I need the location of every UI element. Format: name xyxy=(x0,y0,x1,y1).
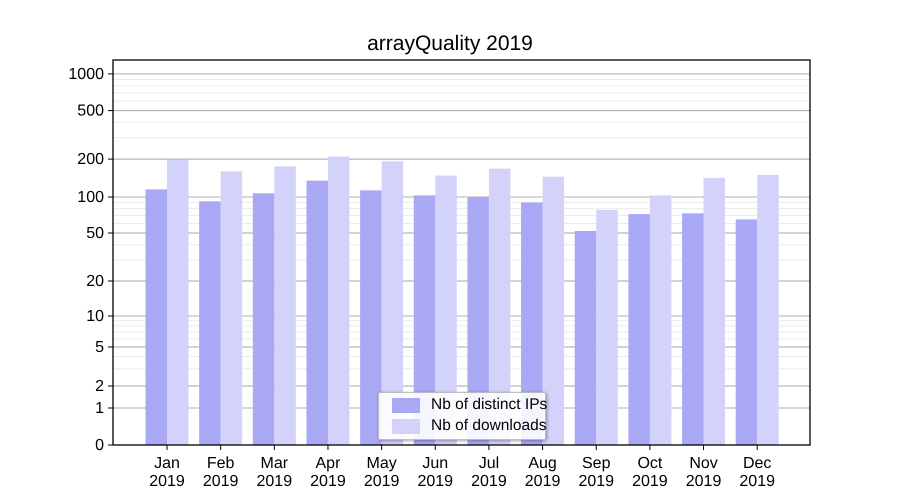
svg-text:2019: 2019 xyxy=(471,473,507,490)
svg-text:2: 2 xyxy=(95,378,104,395)
svg-text:2019: 2019 xyxy=(578,473,614,490)
svg-text:2019: 2019 xyxy=(257,473,293,490)
svg-text:Nov: Nov xyxy=(689,455,717,472)
svg-text:May: May xyxy=(367,455,397,472)
svg-text:50: 50 xyxy=(86,225,104,242)
svg-text:1000: 1000 xyxy=(68,66,104,83)
svg-text:Oct: Oct xyxy=(637,455,662,472)
svg-text:Jun: Jun xyxy=(422,455,448,472)
svg-text:Aug: Aug xyxy=(528,455,556,472)
svg-text:5: 5 xyxy=(95,339,104,356)
svg-text:2019: 2019 xyxy=(417,473,453,490)
svg-text:2019: 2019 xyxy=(739,473,775,490)
svg-text:2019: 2019 xyxy=(310,473,346,490)
svg-text:2019: 2019 xyxy=(149,473,185,490)
svg-text:Jan: Jan xyxy=(154,455,180,472)
svg-text:2019: 2019 xyxy=(203,473,239,490)
svg-text:2019: 2019 xyxy=(525,473,561,490)
svg-text:1: 1 xyxy=(95,400,104,417)
svg-text:200: 200 xyxy=(77,151,104,168)
svg-text:2019: 2019 xyxy=(632,473,668,490)
svg-text:Dec: Dec xyxy=(743,455,771,472)
svg-text:Jul: Jul xyxy=(479,455,499,472)
svg-text:100: 100 xyxy=(77,189,104,206)
svg-text:20: 20 xyxy=(86,273,104,290)
svg-text:2019: 2019 xyxy=(686,473,722,490)
svg-text:2019: 2019 xyxy=(364,473,400,490)
svg-text:10: 10 xyxy=(86,308,104,325)
svg-text:Mar: Mar xyxy=(261,455,289,472)
svg-text:0: 0 xyxy=(95,437,104,454)
svg-text:Sep: Sep xyxy=(582,455,611,472)
svg-text:Feb: Feb xyxy=(207,455,235,472)
svg-text:500: 500 xyxy=(77,103,104,120)
svg-text:Apr: Apr xyxy=(316,455,342,472)
